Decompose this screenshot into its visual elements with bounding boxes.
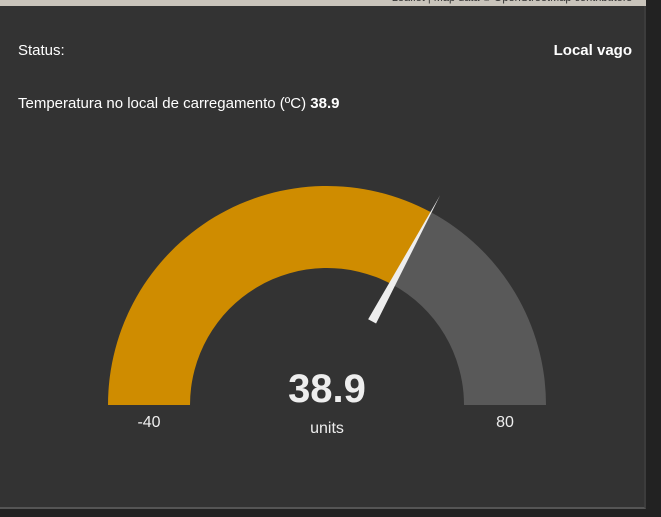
- panel: Status: Local vago Temperatura no local …: [0, 6, 646, 509]
- gauge-value-arc: [108, 186, 431, 405]
- gauge-value-label: 38.9: [288, 367, 366, 411]
- temperature-value: 38.9: [310, 95, 340, 112]
- status-label: Status:: [18, 42, 65, 59]
- gauge-needle: [368, 195, 441, 324]
- temperature-text: Temperatura no local de carregamento (ºC…: [18, 95, 340, 112]
- map-attribution: Leaflet | Map data © OpenStreetMap contr…: [392, 0, 632, 4]
- gauge: 38.9 units -40 80: [108, 186, 546, 437]
- gauge-max-label: 80: [496, 414, 514, 431]
- gauge-min-label: -40: [137, 414, 160, 431]
- gauge-track: [392, 212, 546, 405]
- temperature-label: Temperatura no local de carregamento (ºC…: [18, 95, 307, 112]
- gauge-units: units: [310, 420, 344, 437]
- map-strip: Leaflet | Map data © OpenStreetMap contr…: [0, 0, 646, 6]
- status-value: Local vago: [553, 42, 632, 59]
